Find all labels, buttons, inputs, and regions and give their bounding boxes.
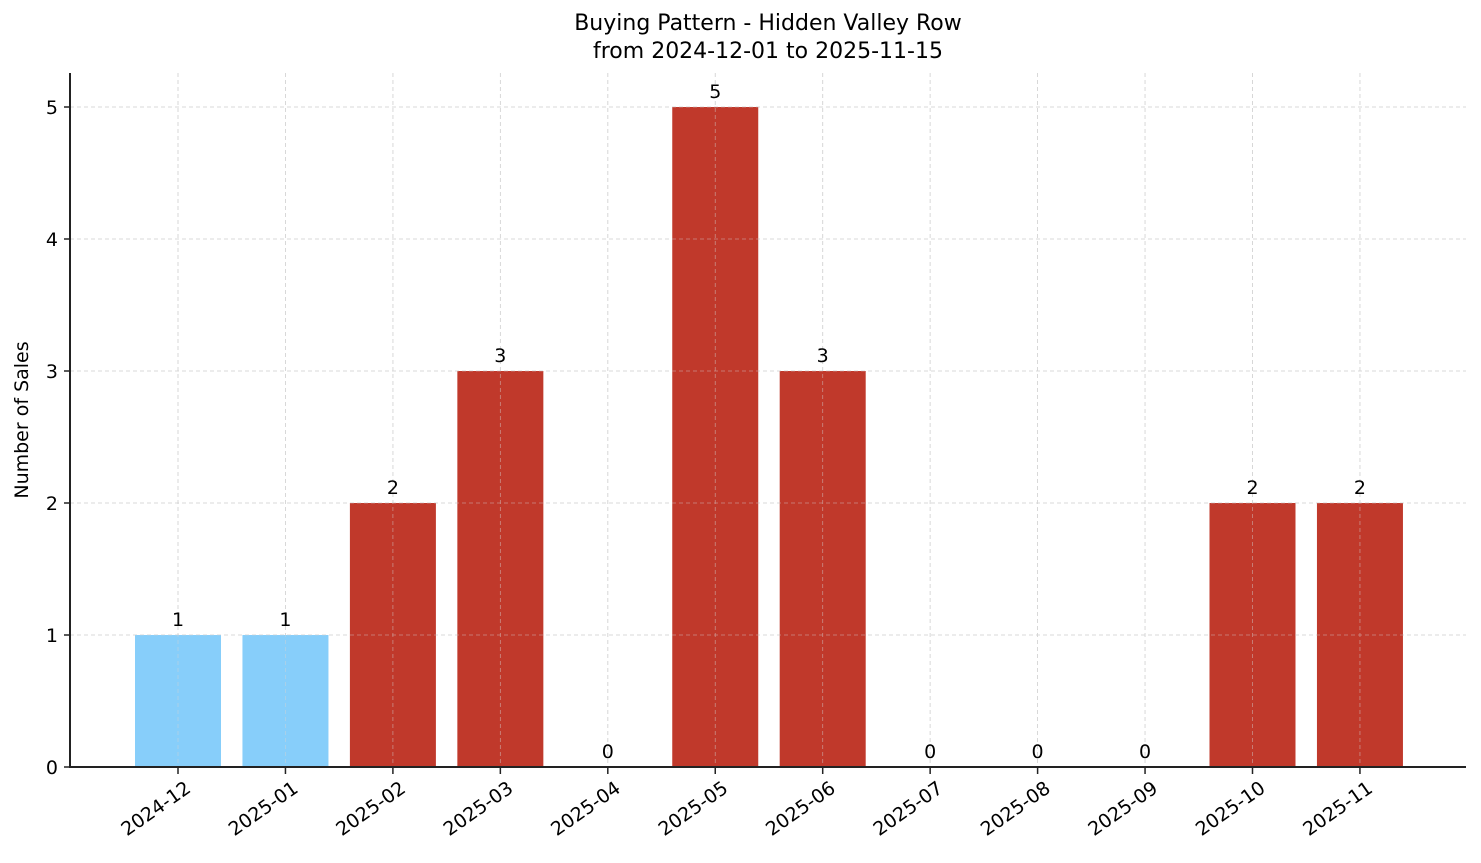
bar-value-label: 2 bbox=[1354, 477, 1366, 499]
x-tick-label: 2025-05 bbox=[654, 777, 732, 841]
chart-title-line1: Buying Pattern - Hidden Valley Row bbox=[574, 11, 962, 36]
y-tick-label: 2 bbox=[46, 493, 58, 515]
y-tick-label: 1 bbox=[46, 625, 58, 647]
x-tick-label: 2025-06 bbox=[762, 777, 840, 841]
bar-value-label: 1 bbox=[172, 609, 184, 631]
bar-value-label: 0 bbox=[1139, 741, 1151, 763]
y-tick-label: 3 bbox=[46, 361, 58, 383]
bars bbox=[135, 107, 1403, 767]
x-tick-label: 2025-07 bbox=[869, 777, 947, 841]
x-tick-label: 2025-09 bbox=[1084, 777, 1162, 841]
x-axis-ticks: 2024-12 2025-01 2025-02 2025-03 2025-04 2025-… bbox=[117, 767, 1377, 841]
x-tick-label: 2025-01 bbox=[225, 777, 303, 841]
bar-value-label: 3 bbox=[817, 345, 829, 367]
bar-value-labels: 1 1 2 3 0 5 3 0 0 0 2 2 bbox=[172, 81, 1366, 763]
bar-value-label: 5 bbox=[709, 81, 721, 103]
x-tick-label: 2025-03 bbox=[440, 777, 518, 841]
bar-value-label: 1 bbox=[279, 609, 291, 631]
x-tick-label: 2025-04 bbox=[547, 777, 625, 841]
bar-value-label: 0 bbox=[1032, 741, 1044, 763]
bar-value-label: 2 bbox=[1246, 477, 1258, 499]
y-axis-ticks: 0 1 2 3 4 5 bbox=[46, 97, 70, 779]
chart-title: Buying Pattern - Hidden Valley Row from … bbox=[0, 10, 1481, 66]
x-tick-label: 2024-12 bbox=[117, 777, 195, 841]
y-tick-label: 0 bbox=[46, 757, 58, 779]
x-tick-label: 2025-11 bbox=[1299, 777, 1377, 841]
bar-value-label: 0 bbox=[924, 741, 936, 763]
x-tick-label: 2025-10 bbox=[1192, 777, 1270, 841]
bar-value-label: 2 bbox=[387, 477, 399, 499]
y-tick-label: 4 bbox=[46, 229, 58, 251]
bar-value-label: 3 bbox=[494, 345, 506, 367]
x-tick-label: 2025-02 bbox=[332, 777, 410, 841]
axes bbox=[69, 73, 1466, 768]
bar-value-label: 0 bbox=[602, 741, 614, 763]
chart-title-line2: from 2024-12-01 to 2025-11-15 bbox=[593, 39, 943, 64]
x-tick-label: 2025-08 bbox=[977, 777, 1055, 841]
y-tick-label: 5 bbox=[46, 97, 58, 119]
grid-lines-overlay bbox=[70, 73, 1466, 767]
